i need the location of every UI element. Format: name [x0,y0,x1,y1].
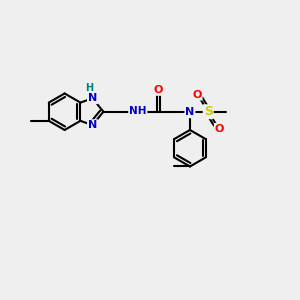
Text: N: N [185,107,195,117]
Text: O: O [154,85,163,95]
Text: NH: NH [129,106,147,116]
Text: N: N [88,120,97,130]
Text: N: N [88,93,97,103]
Text: O: O [192,90,202,100]
Text: O: O [215,124,224,134]
Text: H: H [85,83,94,93]
Text: S: S [204,105,213,118]
